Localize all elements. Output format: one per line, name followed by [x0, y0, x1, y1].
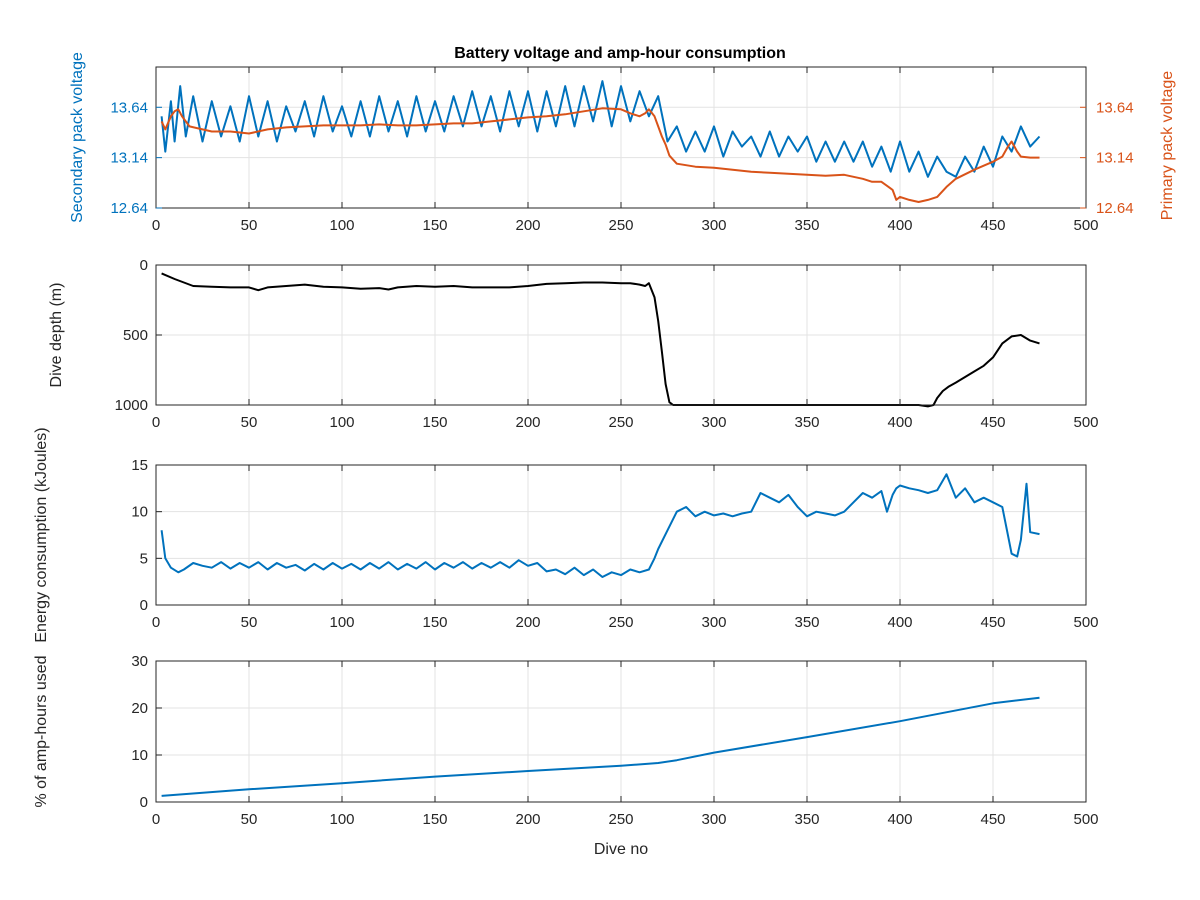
x-tick-label: 450	[980, 414, 1005, 431]
x-tick-label: 200	[515, 414, 540, 431]
x-tick-label: 50	[241, 217, 258, 234]
subplot-1: 0 50 100 150 200 250 300 350 400 450 50012.6413.14…	[69, 52, 1176, 234]
x-tick-label: 450	[980, 811, 1005, 828]
x-tick-label: 400	[887, 614, 912, 631]
x-tick-label: 350	[794, 811, 819, 828]
x-tick-label: 350	[794, 614, 819, 631]
x-tick-label: 50	[241, 811, 258, 828]
x-tick-label: 500	[1073, 614, 1098, 631]
y-axis-label: % of amp-hours used	[33, 655, 50, 807]
subplots: 0 50 100 150 200 250 300 350 400 450 50012.6413.14…	[33, 52, 1176, 858]
y-tick-label: 10	[131, 747, 148, 764]
x-tick-label: 0	[152, 217, 160, 234]
x-tick-label: 50	[241, 614, 258, 631]
x-tick-label: 400	[887, 414, 912, 431]
x-tick-label: 200	[515, 217, 540, 234]
subplot-4: 0 50 100 150 200 250 300 350 400 450 500 0 10 20 30 % o…	[33, 653, 1099, 858]
x-tick-label: 0	[152, 414, 160, 431]
x-tick-label: 150	[422, 414, 447, 431]
y-right-tick-label: 13.14	[1096, 150, 1134, 167]
y-tick-label: 1000	[115, 397, 148, 414]
x-tick-label: 450	[980, 614, 1005, 631]
x-tick-label: 250	[608, 217, 633, 234]
x-tick-label: 100	[329, 811, 354, 828]
series-line-1	[161, 696, 1040, 797]
x-tick-label: 100	[329, 414, 354, 431]
x-tick-label: 100	[329, 614, 354, 631]
y-tick-label: 20	[131, 700, 148, 717]
x-tick-label: 0	[152, 614, 160, 631]
subplot-3: 0 50 100 150 200 250 300 350 400 450 500 0 5 10 15 Ener…	[33, 427, 1099, 642]
y-axis-label: Dive depth (m)	[48, 283, 65, 388]
x-tick-label: 200	[515, 614, 540, 631]
y-tick-label: 13.64	[110, 99, 148, 116]
y-tick-label: 500	[123, 327, 148, 344]
x-tick-label: 100	[329, 217, 354, 234]
figure-title: Battery voltage and amp-hour consumption	[454, 45, 786, 62]
x-tick-label: 400	[887, 217, 912, 234]
x-tick-label: 350	[794, 217, 819, 234]
y-axis-label: Secondary pack voltage	[69, 52, 86, 223]
y-tick-label: 0	[140, 794, 148, 811]
y-tick-label: 10	[131, 504, 148, 521]
x-tick-label: 500	[1073, 414, 1098, 431]
y-tick-label: 0	[140, 257, 148, 274]
x-tick-label: 150	[422, 614, 447, 631]
x-tick-label: 300	[701, 217, 726, 234]
x-tick-label: 450	[980, 217, 1005, 234]
x-tick-label: 0	[152, 811, 160, 828]
series-line-1	[160, 80, 1041, 178]
series-line-1	[160, 473, 1040, 578]
x-tick-label: 150	[422, 811, 447, 828]
x-tick-label: 50	[241, 414, 258, 431]
y-right-tick-label: 13.64	[1096, 99, 1134, 116]
y-tick-label: 13.14	[110, 150, 148, 167]
x-tick-label: 300	[701, 614, 726, 631]
x-tick-label: 500	[1073, 811, 1098, 828]
y-tick-label: 15	[131, 457, 148, 474]
y-tick-label: 30	[131, 653, 148, 670]
x-tick-label: 250	[608, 811, 633, 828]
subplot-2: 0 50 100 150 200 250 300 350 400 450 500 0 500 1000 Di…	[48, 257, 1099, 431]
x-tick-label: 200	[515, 811, 540, 828]
y-tick-label: 12.64	[110, 200, 148, 217]
series-line-1	[161, 272, 1040, 408]
x-tick-label: 500	[1073, 217, 1098, 234]
x-tick-label: 250	[608, 614, 633, 631]
x-tick-label: 150	[422, 217, 447, 234]
series-line-2	[160, 107, 1040, 203]
y-tick-label: 0	[140, 597, 148, 614]
x-tick-label: 400	[887, 811, 912, 828]
x-axis-label: Dive no	[594, 841, 648, 858]
x-tick-label: 350	[794, 414, 819, 431]
x-tick-label: 300	[701, 414, 726, 431]
x-tick-label: 250	[608, 414, 633, 431]
x-tick-label: 300	[701, 811, 726, 828]
y-right-axis-label: Primary pack voltage	[1159, 71, 1176, 220]
y-axis-label: Energy consumption (kJoules)	[33, 427, 50, 642]
y-tick-label: 5	[140, 550, 148, 567]
y-right-tick-label: 12.64	[1096, 200, 1134, 217]
